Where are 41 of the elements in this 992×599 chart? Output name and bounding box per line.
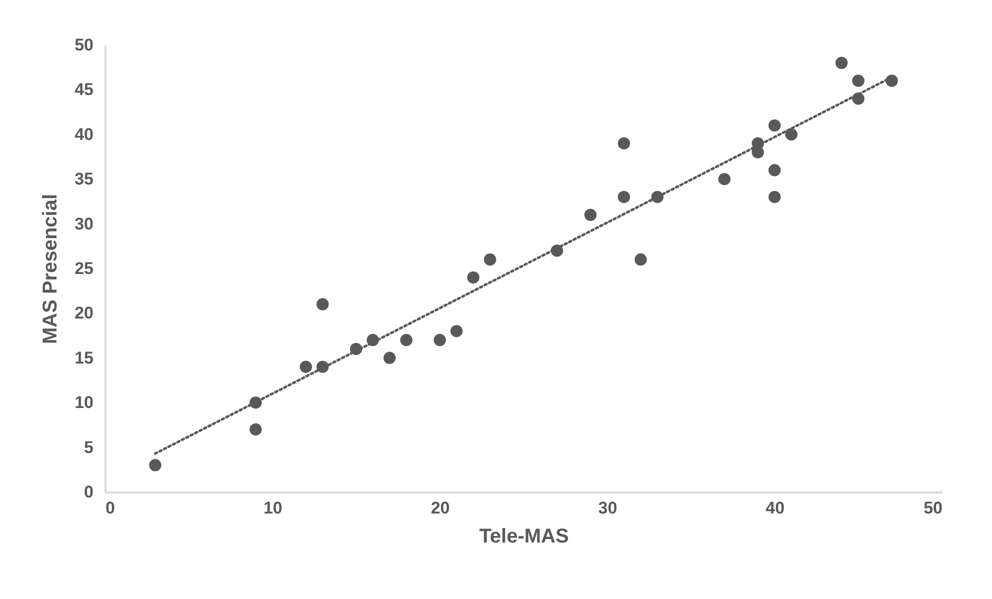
y-tick-label: 50 <box>74 36 94 54</box>
x-tick-label: 40 <box>766 498 785 518</box>
point <box>618 190 630 204</box>
x-tick-label: 20 <box>430 498 450 518</box>
point <box>718 172 731 186</box>
x-axis-title: Tele-MAS <box>479 526 569 548</box>
y-tick-label: 45 <box>74 80 94 100</box>
y-tick-label: 0 <box>84 482 94 502</box>
x-tick-label: 10 <box>263 498 282 518</box>
x-tick-label: 50 <box>924 498 942 518</box>
point <box>316 298 329 310</box>
x-tick-label: 30 <box>598 498 618 518</box>
point <box>450 324 463 338</box>
point <box>250 423 262 436</box>
y-tick-label: 25 <box>74 259 94 278</box>
point <box>618 137 630 150</box>
point <box>400 334 412 346</box>
x-tick-label: 0 <box>106 498 115 518</box>
point <box>467 271 480 284</box>
point <box>634 253 647 266</box>
point <box>584 208 597 221</box>
y-axis-title: MAS Presencial <box>40 194 62 344</box>
point <box>768 119 781 132</box>
point <box>383 352 396 364</box>
y-tick-label: 20 <box>74 304 94 323</box>
y-tick-label: 15 <box>74 348 94 368</box>
point <box>300 360 312 373</box>
point <box>752 146 764 158</box>
point <box>785 128 798 141</box>
point <box>484 253 496 266</box>
y-tick-label: 35 <box>74 170 94 189</box>
point <box>149 459 162 472</box>
y-tick-label: 40 <box>74 124 94 144</box>
point <box>768 190 781 204</box>
point <box>768 164 781 176</box>
y-tick-label: 10 <box>74 393 94 412</box>
y-tick-label: 30 <box>74 214 94 234</box>
point <box>434 334 446 346</box>
point <box>835 56 848 69</box>
point <box>852 74 864 87</box>
y-tick-label: 5 <box>84 438 94 457</box>
